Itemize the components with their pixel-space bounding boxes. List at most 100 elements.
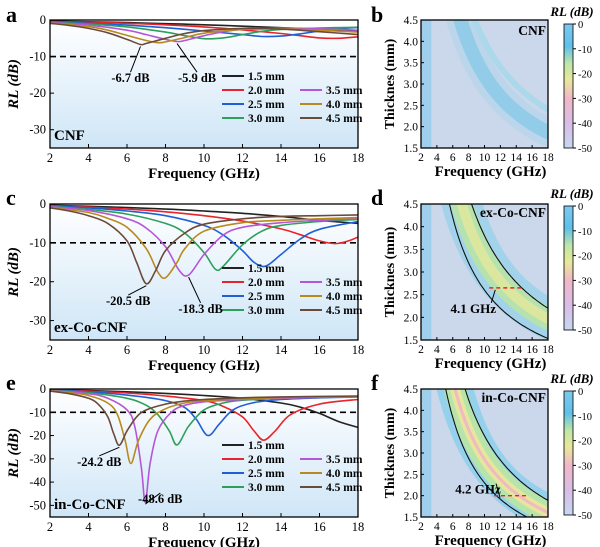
x-tick-label: 16: [313, 151, 326, 165]
x-tick-label: 2: [418, 521, 424, 533]
y-tick-label: 3.5: [404, 244, 419, 256]
annotation-label: -20.5 dB: [106, 294, 150, 308]
x-tick-label: 2: [418, 152, 424, 164]
x-tick-label: 4: [434, 521, 440, 533]
x-tick-label: 12: [495, 152, 507, 164]
y-axis-label: Thicknes (mm): [383, 226, 398, 317]
legend-label: 3.0 mm: [248, 305, 285, 317]
y-tick-label: -30: [29, 314, 46, 328]
x-tick-label: 10: [479, 344, 491, 356]
colorbar-tick-label: -40: [578, 301, 592, 312]
series-line-4-0-mm: [50, 206, 358, 280]
heatmap-low-freq-strip: [421, 204, 432, 340]
annotation-label: -24.2 dB: [77, 455, 121, 469]
x-tick-label: 4: [434, 152, 440, 164]
y-axis-label: RL (dB): [6, 247, 22, 298]
colorbar-tick-label: -30: [578, 461, 592, 472]
annotation-pointer: [128, 285, 147, 296]
series-line-3-5-mm: [50, 205, 358, 277]
panel-letter-b: b: [371, 2, 383, 27]
x-tick-label: 18: [542, 152, 554, 164]
x-tick-label: 8: [466, 521, 472, 533]
x-tick-label: 6: [450, 152, 456, 164]
series-group: [50, 204, 358, 285]
x-tick-label: 2: [47, 343, 53, 357]
x-tick-label: 12: [236, 151, 249, 165]
bandwidth-pointer: [495, 483, 501, 498]
legend-label: 4.5 mm: [326, 482, 363, 494]
x-tick-label: 8: [162, 151, 168, 165]
x-tick-label: 16: [313, 520, 326, 534]
heatmap-band: [456, 204, 548, 324]
x-tick-label: 4: [85, 520, 92, 534]
y-tick-label: 2.5: [404, 469, 419, 481]
y-tick-label: 4.0: [404, 405, 419, 417]
colorbar: [563, 205, 574, 331]
heatmap-low-freq-strip: [421, 389, 432, 517]
x-tick-label: 10: [479, 152, 491, 164]
y-tick-label: 2.0: [404, 122, 419, 134]
x-tick-label: 10: [198, 343, 211, 357]
x-axis-label: Frequency (GHz): [435, 356, 547, 372]
x-tick-label: 12: [495, 344, 507, 356]
x-tick-label: 6: [124, 151, 130, 165]
sample-label: ex-Co-CNF: [480, 205, 546, 220]
y-tick-label: 2.5: [404, 100, 419, 112]
x-tick-label: 10: [479, 521, 491, 533]
x-tick-label: 14: [275, 520, 288, 534]
y-tick-label: 4.0: [404, 36, 419, 48]
colorbar-tick-label: -20: [578, 70, 592, 81]
x-tick-label: 8: [466, 152, 472, 164]
annotation-label: -48.6 dB: [138, 492, 182, 506]
legend-label: 4.0 mm: [326, 99, 363, 111]
x-tick-label: 18: [352, 520, 365, 534]
sample-label: CNF: [518, 23, 546, 38]
legend-label: 4.0 mm: [326, 468, 363, 480]
legend-label: 2.0 mm: [248, 454, 285, 466]
legend-label: 1.5 mm: [248, 71, 285, 83]
legend-label: 4.0 mm: [326, 291, 363, 303]
legend-label: 2.5 mm: [248, 468, 285, 480]
x-tick-label: 4: [85, 343, 92, 357]
legend-label: 2.5 mm: [248, 99, 285, 111]
panel-letter-e: e: [6, 370, 16, 395]
y-tick-label: 3.0: [404, 448, 419, 460]
line-chart-c: 2 4 6 8 10 12 14 16 18 0 -10 -20 -30 Frequency (GHz) R…: [6, 185, 364, 374]
series-line-2-5-mm: [50, 205, 358, 268]
annotation-pointer: [130, 46, 141, 73]
colorbar-tick-label: -40: [578, 119, 592, 130]
heatmap-bands: [421, 204, 548, 340]
y-tick-label: 4.5: [404, 199, 419, 211]
colorbar-tick-label: -50: [578, 511, 592, 522]
y-tick-label: 3.0: [404, 267, 419, 279]
y-tick-label: -10: [29, 50, 46, 64]
annotation-label: -6.7 dB: [111, 71, 149, 85]
series-line-2-0-mm: [50, 389, 358, 442]
annotation-pointer: [188, 276, 202, 304]
sample-label: in-Co-CNF: [54, 497, 126, 513]
x-tick-label: 14: [511, 152, 523, 164]
x-tick-label: 6: [124, 343, 130, 357]
x-tick-label: 10: [198, 520, 211, 534]
y-tick-label: 2.0: [404, 312, 419, 324]
y-tick-label: 2.5: [404, 290, 419, 302]
y-tick-label: -10: [29, 405, 46, 419]
legend-label: 1.5 mm: [248, 440, 285, 452]
series-line-4-5-mm: [50, 390, 358, 447]
x-axis-label: Frequency (GHz): [148, 166, 260, 182]
x-tick-label: 4: [85, 151, 92, 165]
legend-label: 3.5 mm: [326, 277, 363, 289]
y-tick-label: 1.5: [404, 143, 419, 155]
legend-label: 3.0 mm: [248, 113, 285, 125]
legend-label: 2.0 mm: [248, 85, 285, 97]
legend: 1.5 mm 2.0 mm 2.5 mm 3.0 mm 3.5 mm 4.0 mm 4.5 …: [222, 263, 363, 317]
heatmap-band: [471, 20, 548, 113]
bandwidth-label: 4.2 GHz: [455, 482, 501, 497]
colorbar-tick-label: -10: [578, 227, 592, 238]
colorbar: [563, 390, 574, 516]
heatmap-low-freq-strip: [421, 20, 432, 148]
colorbar-tick-label: -20: [578, 437, 592, 448]
x-tick-label: 2: [47, 151, 53, 165]
sample-label: ex-Co-CNF: [54, 320, 127, 336]
